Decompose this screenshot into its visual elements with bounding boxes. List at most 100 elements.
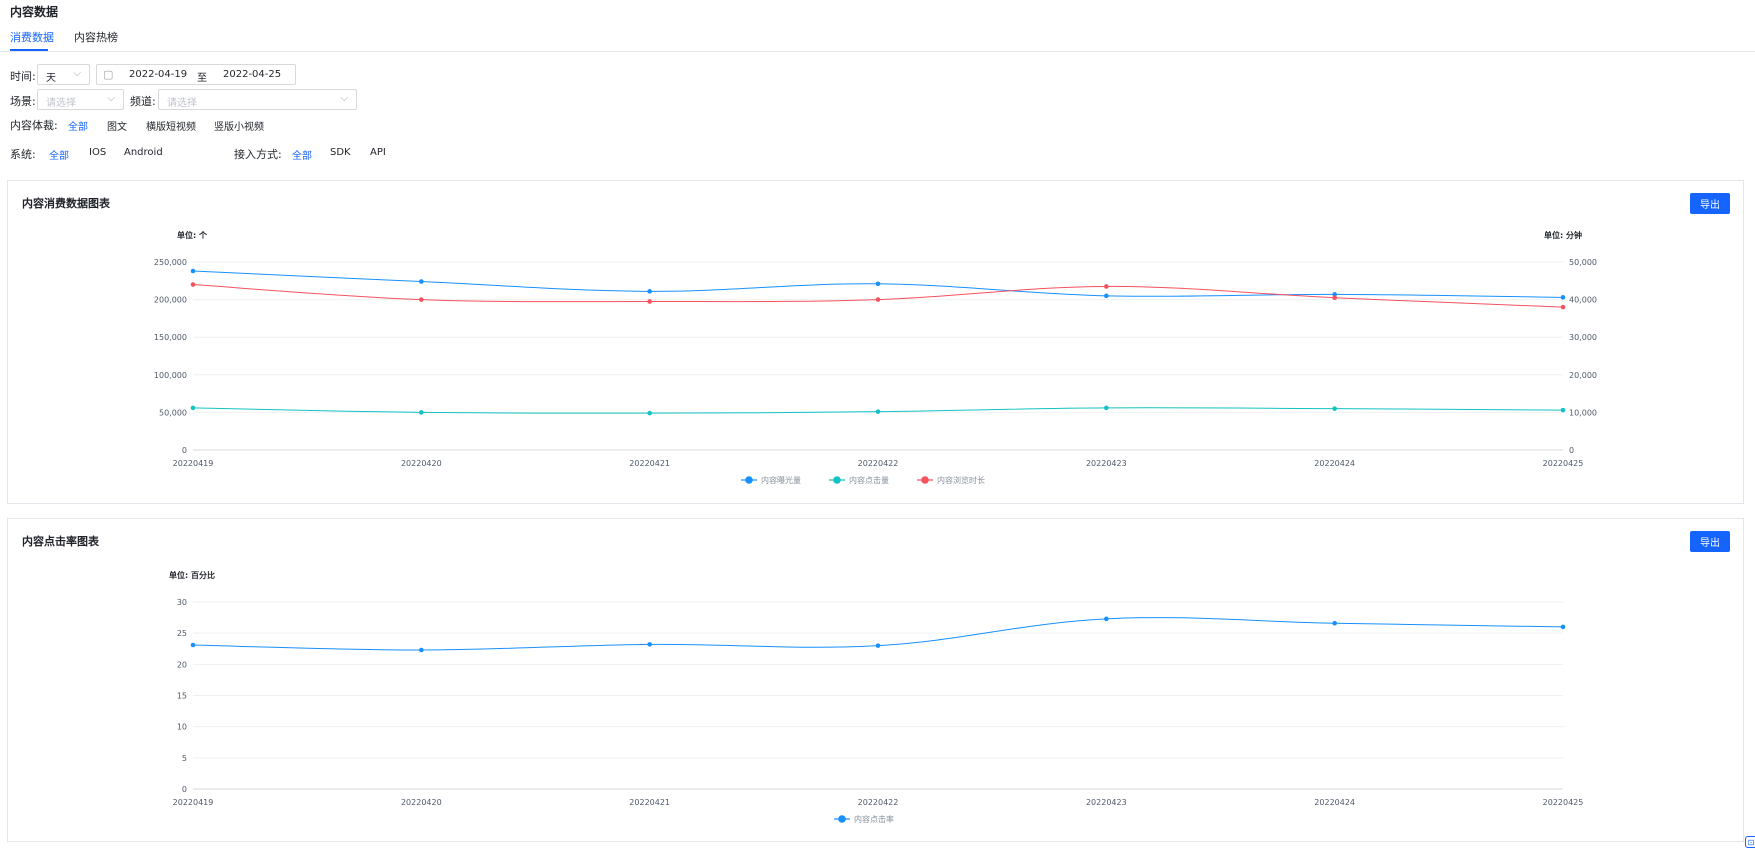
genre-option-all[interactable]: 全部	[68, 122, 88, 133]
legend-swatch-dot	[921, 476, 929, 484]
consumption-line-chart: 单位: 个 单位: 分钟 0 0 50,000 10,000 100,000 20,000 15…	[154, 230, 1597, 485]
x-tick-label: 20220420	[401, 459, 442, 468]
data-point	[190, 268, 196, 274]
page-title: 内容数据	[10, 5, 59, 19]
ctr-chart-title: 内容点击率图表	[22, 535, 99, 548]
data-point	[419, 297, 424, 302]
data-point	[1560, 407, 1566, 413]
system-option-android[interactable]: Android	[124, 147, 163, 158]
system-option-all[interactable]: 全部	[49, 151, 69, 162]
tab-consumption-data[interactable]: 消费数据	[10, 31, 54, 44]
x-tick-label: 20220424	[1314, 459, 1355, 468]
series-line	[192, 284, 1564, 308]
export-button[interactable]: 导出	[1690, 531, 1730, 552]
x-tick-label: 20220423	[1086, 798, 1127, 807]
scene-select[interactable]: 请选择 ⌵	[37, 89, 124, 110]
access-option-api[interactable]: API	[370, 147, 386, 158]
channel-label: 频道:	[130, 95, 156, 108]
data-point	[1560, 304, 1566, 310]
legend-swatch-dot	[833, 476, 841, 484]
x-tick-label: 20220425	[1543, 798, 1584, 807]
data-point	[190, 405, 196, 411]
y2-tick-label: 40,000	[1569, 296, 1597, 305]
system-label: 系统:	[10, 148, 36, 161]
y-tick-label: 250,000	[154, 258, 187, 267]
y-tick-label: 50,000	[159, 408, 187, 417]
data-point	[1332, 620, 1337, 626]
left-axis-unit: 单位: 百分比	[169, 570, 215, 580]
system-option-ios[interactable]: IOS	[89, 147, 107, 158]
y2-tick-label: 50,000	[1569, 258, 1597, 267]
genre-option-portrait-video[interactable]: 竖版小视频	[214, 122, 264, 133]
date-start: 2022-04-19	[129, 69, 188, 80]
genre-option-landscape-video[interactable]: 横版短视频	[146, 122, 196, 133]
calendar-icon: ▢	[103, 68, 114, 81]
time-unit-select[interactable]: 天 ⌵	[37, 64, 90, 85]
right-axis-unit: 单位: 分钟	[1544, 230, 1582, 240]
x-tick-label: 20220424	[1314, 798, 1355, 807]
ctr-chart-card: 内容点击率图表 导出 单位: 百分比 0 5 10 15 20 25 30 20220419 20…	[7, 518, 1744, 842]
y-tick-label: 5	[182, 754, 187, 763]
chevron-down-icon: ⌵	[73, 68, 81, 79]
y2-tick-label: 0	[1569, 446, 1574, 455]
y-tick-label: 25	[177, 629, 187, 638]
tab-hot-list[interactable]: 内容热榜	[74, 31, 118, 44]
scene-placeholder: 请选择	[46, 98, 76, 109]
x-tick-label: 20220422	[858, 798, 899, 807]
ctr-line-chart: 单位: 百分比 0 5 10 15 20 25 30 20220419 20220420 20220…	[169, 570, 1584, 824]
channel-select[interactable]: 请选择 ⌵	[158, 89, 357, 110]
data-point	[1104, 293, 1109, 299]
y-tick-label: 15	[177, 692, 187, 701]
data-point	[647, 642, 652, 647]
x-tick-label: 20220423	[1086, 459, 1127, 468]
data-point	[1332, 406, 1337, 411]
data-point	[190, 282, 196, 287]
y-tick-label: 10	[177, 723, 187, 732]
y-tick-label: 0	[182, 446, 187, 455]
access-option-sdk[interactable]: SDK	[330, 147, 351, 158]
channel-placeholder: 请选择	[167, 98, 197, 109]
x-tick-label: 20220421	[629, 798, 670, 807]
data-point	[875, 281, 881, 287]
legend-item: 内容点击率	[854, 814, 894, 824]
data-point	[1104, 284, 1109, 289]
data-point	[419, 647, 424, 653]
data-point	[1104, 616, 1109, 622]
y2-tick-label: 20,000	[1569, 371, 1597, 380]
chevron-down-icon: ⌵	[107, 93, 115, 104]
feedback-icon[interactable]: ⊡	[1745, 836, 1755, 848]
legend-item: 内容浏览时长	[937, 475, 985, 485]
genre-label: 内容体裁:	[10, 119, 58, 132]
data-point	[419, 279, 424, 284]
tab-bar: 消费数据 内容热榜	[0, 28, 1755, 52]
access-option-all[interactable]: 全部	[292, 151, 312, 162]
data-point	[1332, 292, 1337, 297]
data-point	[647, 289, 652, 294]
x-tick-label: 20220425	[1543, 459, 1584, 468]
data-point	[1560, 295, 1566, 300]
chevron-down-icon: ⌵	[340, 93, 348, 104]
genre-option-image-text[interactable]: 图文	[107, 122, 127, 133]
export-button[interactable]: 导出	[1690, 193, 1730, 214]
data-point	[875, 409, 881, 414]
consumption-chart-card: 内容消费数据图表 导出 单位: 个 单位: 分钟 0 0 50,000 10,000 100…	[7, 180, 1744, 504]
legend-item: 内容曝光量	[761, 475, 801, 485]
time-unit-value: 天	[46, 73, 56, 84]
scene-label: 场景:	[10, 95, 36, 108]
data-point	[1104, 405, 1109, 411]
legend-item: 内容点击量	[849, 475, 889, 485]
consumption-chart-title: 内容消费数据图表	[22, 197, 110, 210]
x-tick-label: 20220420	[401, 798, 442, 807]
y-tick-label: 30	[177, 598, 187, 607]
data-point	[190, 642, 196, 648]
time-label: 时间:	[10, 70, 36, 83]
x-tick-label: 20220422	[858, 459, 899, 468]
data-point	[647, 410, 652, 416]
x-tick-label: 20220419	[173, 798, 214, 807]
left-axis-unit: 单位: 个	[177, 230, 208, 240]
data-point	[1560, 624, 1566, 630]
data-point	[875, 643, 881, 648]
date-range-picker[interactable]: ▢ 2022-04-19 至 2022-04-25	[96, 64, 296, 85]
legend-swatch-dot	[745, 476, 753, 484]
x-tick-label: 20220421	[629, 459, 670, 468]
